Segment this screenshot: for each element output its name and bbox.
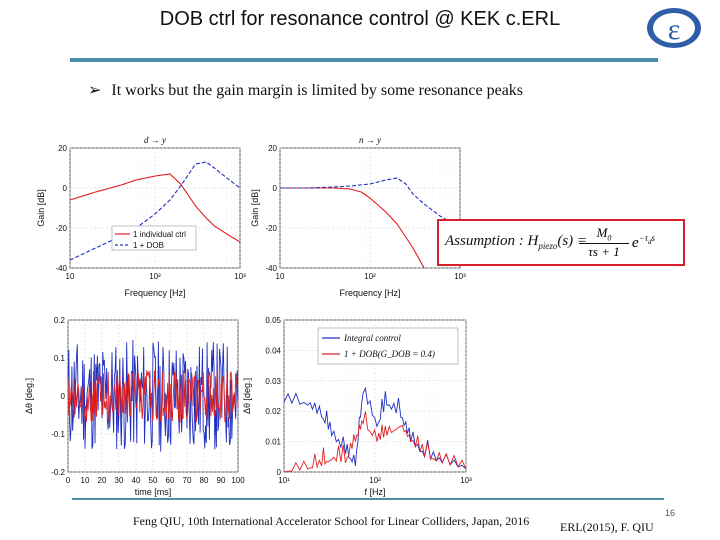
slide-title: DOB ctrl for resonance control @ KEK c.E…	[159, 8, 561, 30]
footer-rule	[72, 498, 664, 500]
y-tick-label: 0	[63, 184, 68, 193]
series-line-red	[67, 369, 239, 423]
series-line-blue	[67, 339, 239, 452]
x-tick-label: 10³	[454, 272, 466, 281]
x-tick-label: 10³	[234, 272, 246, 281]
x-tick-label: 100	[231, 476, 245, 485]
chart-title: d → y	[144, 135, 166, 145]
footer-reference: ERL(2015), F. QIU	[560, 520, 654, 534]
x-axis-label: Frequency [Hz]	[124, 288, 185, 298]
y-tick-label: 0	[277, 468, 282, 477]
kek-logo-icon: ε	[647, 8, 701, 48]
y-tick-label: 0	[273, 184, 278, 193]
y-tick-label: -20	[55, 224, 67, 233]
assumption-box: Assumption : Hpiezo(s) = M0 τs + 1 e−τds	[437, 219, 685, 266]
x-tick-label: 0	[66, 476, 71, 485]
y-axis-label: Δθ [deg.]	[242, 378, 252, 414]
series-line-red	[69, 173, 241, 243]
x-tick-label: 80	[200, 476, 209, 485]
x-axis-label: f [Hz]	[364, 487, 385, 497]
assumption-fraction: M0 τs + 1	[579, 225, 629, 260]
legend-box	[317, 327, 459, 365]
x-tick-label: 10²	[364, 272, 376, 281]
y-tick-label: 0.04	[265, 346, 281, 355]
x-tick-label: 60	[166, 476, 175, 485]
x-tick-label: 50	[149, 476, 158, 485]
y-tick-label: -40	[265, 264, 277, 273]
x-tick-label: 20	[98, 476, 107, 485]
x-tick-label: 10	[276, 272, 285, 281]
page-number: 16	[665, 508, 676, 518]
bullet-point: ➢ It works but the gain margin is limited…	[88, 80, 523, 100]
x-tick-label: 70	[183, 476, 192, 485]
x-axis-label: Frequency [Hz]	[339, 288, 400, 298]
y-tick-label: 0.02	[265, 407, 281, 416]
legend-label: 1 individual ctrl	[133, 230, 186, 239]
y-axis-label: Gain [dB]	[36, 189, 46, 227]
x-tick-label: 10¹	[278, 476, 290, 485]
y-tick-label: -20	[265, 224, 277, 233]
legend-box	[111, 225, 197, 251]
x-tick-label: 10²	[149, 272, 161, 281]
y-tick-label: -0.1	[51, 430, 65, 439]
y-tick-label: 0.01	[265, 438, 281, 447]
arrow-bullet-icon: ➢	[88, 82, 102, 99]
x-tick-label: 40	[132, 476, 141, 485]
legend-label: 1 + DOB	[133, 241, 164, 250]
title-rule	[70, 58, 658, 62]
legend-label: 1 + DOB(G_DOB = 0.4)	[344, 349, 435, 359]
assumption-exponential: e−τds	[632, 233, 655, 251]
x-axis-label: time [ms]	[135, 487, 172, 497]
chart-title: n → y	[359, 135, 381, 145]
chart-time-domain: 0.20.10-0.1-0.20 10 20 30 40 50 60 70 80 90 100 ti…	[24, 316, 245, 497]
y-tick-label: -40	[55, 264, 67, 273]
series-line-blue	[283, 386, 467, 470]
x-tick-label: 10²	[369, 476, 381, 485]
y-axis-label: Δθ [deg.]	[24, 378, 34, 414]
logo-letter: ε	[668, 13, 681, 46]
y-tick-label: 20	[268, 144, 277, 153]
series-line-blue	[280, 177, 461, 229]
series-line-red	[283, 411, 467, 473]
y-tick-label: -0.2	[51, 468, 65, 477]
x-tick-label: 10	[81, 476, 90, 485]
x-tick-label: 10	[66, 272, 75, 281]
bullet-text: It works but the gain margin is limited …	[111, 82, 524, 99]
x-tick-label: 30	[115, 476, 124, 485]
x-tick-label: 90	[217, 476, 226, 485]
y-tick-label: 0	[61, 392, 66, 401]
y-axis-label: Gain [dB]	[250, 189, 260, 227]
x-tick-label: 10³	[460, 476, 472, 485]
y-tick-label: 20	[58, 144, 67, 153]
y-tick-label: 0.2	[54, 316, 66, 325]
footer-text: Feng QIU, 10th International Accelerator…	[133, 514, 530, 528]
y-tick-label: 0.05	[265, 316, 281, 325]
y-tick-label: 0.1	[54, 354, 66, 363]
legend-label: Integral control	[343, 333, 401, 343]
series-line-red	[280, 187, 425, 269]
y-tick-label: 0.03	[265, 377, 281, 386]
assumption-lhs: Assumption : Hpiezo(s) =	[445, 233, 588, 251]
